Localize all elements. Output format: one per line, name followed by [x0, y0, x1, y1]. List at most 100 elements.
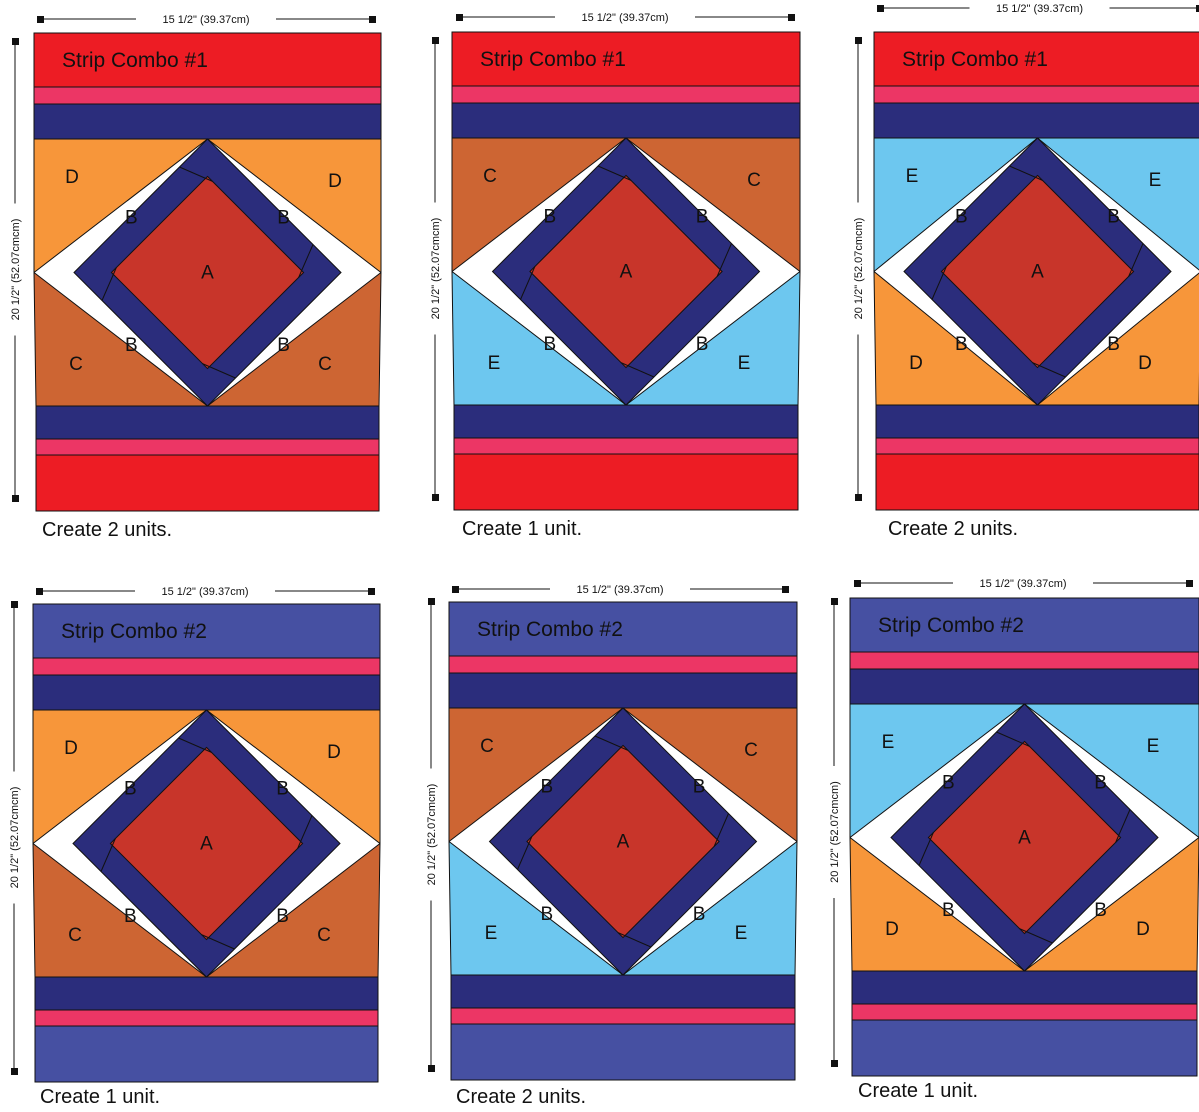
block-2-caption: Create 1 unit.: [462, 518, 583, 540]
frame-seam: [517, 836, 533, 870]
fabric-label-B: B: [277, 208, 290, 229]
fabric-D-triangle-right: [1023, 836, 1199, 972]
fabric-E-triangle-right: [621, 840, 798, 976]
fabric-label-A: A: [1031, 262, 1044, 283]
width-dimension-end: [788, 14, 795, 21]
frame-seam: [996, 731, 1030, 747]
navy-band-top: [448, 672, 798, 709]
height-dimension-end: [12, 38, 19, 45]
fabric-A-center-square: [526, 744, 720, 939]
fabric-A-center-square: [110, 175, 305, 370]
fabric-label-D: D: [64, 738, 78, 759]
height-dimension-end: [428, 1065, 435, 1072]
frame-seam: [620, 362, 655, 378]
fabric-D-triangle-left: [873, 270, 1039, 406]
width-dimension: 15 1/2" (39.37cm): [452, 581, 789, 597]
height-label-bg: [423, 768, 439, 901]
width-label-bg: [555, 9, 695, 25]
height-dimension: 20 1/2" (52.07cmcm): [427, 37, 443, 501]
fabric-D-triangle-left: [849, 836, 1026, 972]
height-dimension-label: 20 1/2" (52.07cmcm): [426, 784, 438, 886]
fabric-label-B: B: [277, 335, 290, 356]
navy-band-bottom: [450, 974, 796, 1009]
fabric-label-E: E: [1149, 170, 1162, 191]
height-dimension: 20 1/2" (52.07cmcm): [826, 598, 842, 1067]
fabric-label-D: D: [328, 171, 342, 192]
fabric-label-A: A: [201, 263, 214, 284]
frame-seam: [617, 932, 652, 948]
frame-seam: [179, 166, 213, 182]
fabric-label-E: E: [906, 166, 919, 187]
fabric-C-triangle-left: [448, 707, 625, 843]
navy-band-bottom: [34, 976, 379, 1011]
height-dimension-label: 20 1/2" (52.07cmcm): [853, 218, 865, 320]
fabric-E-triangle-right: [1036, 137, 1199, 271]
width-dimension: 15 1/2" (39.37cm): [456, 9, 795, 25]
fabric-label-C: C: [68, 925, 82, 946]
width-dimension-label: 15 1/2" (39.37cm): [581, 12, 668, 24]
height-dimension-end: [11, 1068, 18, 1075]
fabric-label-A: A: [617, 832, 630, 853]
fabric-label-B: B: [1107, 207, 1120, 228]
fabric-label-E: E: [488, 353, 501, 374]
fabric-label-B: B: [124, 779, 137, 800]
pink-band-top: [451, 85, 801, 104]
height-dimension-label: 20 1/2" (52.07cmcm): [9, 787, 21, 889]
fabric-D-triangle-left: [33, 138, 209, 274]
frame-seam: [931, 266, 947, 300]
frame-seam: [1009, 165, 1043, 181]
fabric-C-triangle-left: [33, 271, 209, 407]
height-dimension-end: [432, 494, 439, 501]
fabric-D-triangle-right: [1036, 272, 1199, 406]
fabric-label-C: C: [69, 354, 83, 375]
width-dimension-end: [1186, 580, 1193, 587]
fabric-label-B: B: [541, 777, 554, 798]
frame-seam: [918, 832, 934, 866]
frame-seam: [597, 165, 632, 181]
width-dimension-label: 15 1/2" (39.37cm): [996, 3, 1083, 15]
fabric-label-B: B: [955, 334, 968, 355]
quilt-block-5: Strip Combo #2 A B B B B C C E E: [448, 601, 798, 1081]
frame-seam: [101, 267, 117, 301]
strip-combo-title: Strip Combo #2: [477, 618, 623, 641]
fabric-label-A: A: [620, 262, 633, 283]
frame-seam: [297, 815, 313, 849]
pink-band-bottom: [453, 437, 799, 455]
width-label-bg: [136, 11, 276, 27]
width-dimension-end: [1196, 5, 1199, 12]
height-label-bg: [826, 766, 842, 898]
fabric-E-triangle-right: [1023, 703, 1199, 839]
fabric-label-B: B: [276, 906, 289, 927]
pink-band-bottom: [35, 438, 380, 456]
strip-band-top: [451, 31, 801, 87]
frame-seam: [1032, 362, 1066, 378]
fabric-label-B: B: [276, 779, 289, 800]
quilt-block-6: Strip Combo #2 A B B B B E E D D: [849, 597, 1199, 1077]
height-dimension-end: [11, 601, 18, 608]
fabric-label-E: E: [1147, 736, 1160, 757]
height-dimension-end: [12, 495, 19, 502]
frame-seam: [202, 363, 236, 379]
height-label-bg: [427, 202, 443, 335]
fabric-label-E: E: [738, 353, 751, 374]
strip-combo-title: Strip Combo #2: [878, 614, 1024, 637]
fabric-label-B: B: [125, 208, 138, 229]
block-3-caption: Create 2 units.: [888, 518, 1019, 540]
height-dimension-end: [831, 1060, 838, 1067]
fabric-label-B: B: [942, 773, 955, 794]
fabric-label-A: A: [1018, 828, 1031, 849]
navy-band-top: [32, 674, 381, 711]
pink-band-top: [873, 85, 1199, 104]
quilt-block-1: Strip Combo #1 A B B B B D D C C: [33, 32, 382, 512]
frame-seam: [716, 243, 732, 277]
height-dimension-end: [428, 598, 435, 605]
fabric-label-B: B: [1094, 773, 1107, 794]
fabric-label-C: C: [747, 170, 761, 191]
fabric-label-E: E: [882, 732, 895, 753]
width-dimension-label: 15 1/2" (39.37cm): [161, 586, 248, 598]
width-dimension-end: [877, 5, 884, 12]
navy-band-bottom: [35, 405, 380, 440]
fabric-label-A: A: [200, 834, 213, 855]
strip-band-bottom: [875, 453, 1199, 511]
strip-band-top: [873, 31, 1199, 87]
